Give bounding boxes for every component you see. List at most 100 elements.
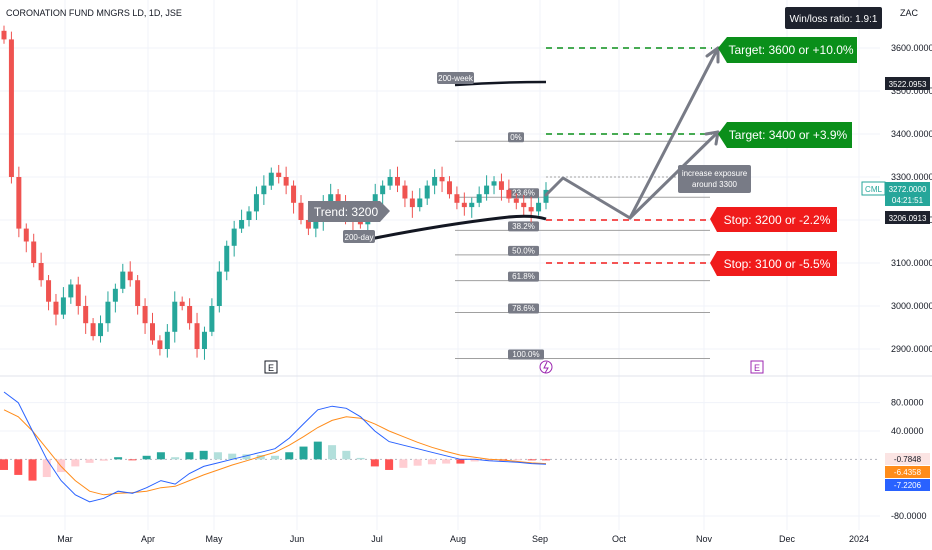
time-tick-label: Sep [532, 534, 548, 544]
time-tick-label: Oct [612, 534, 627, 544]
macd-histogram-bar [185, 452, 194, 460]
price-tick-label: 3400.0000 [891, 129, 932, 139]
time-tick-label: Aug [450, 534, 466, 544]
fib-label-box [508, 221, 539, 232]
candle-body [83, 306, 89, 324]
macd-histogram-bar [99, 459, 108, 461]
time-tick-label: May [205, 534, 223, 544]
macd-histogram-bar [142, 455, 151, 460]
ma-200-week-label-box [437, 72, 474, 84]
candle-body [231, 228, 237, 246]
dividend-icon[interactable] [539, 360, 553, 374]
fibonacci-retracement[interactable]: 0% 23.6% 38.2% 50.0% 61.8% 78.6% 100.0% [455, 132, 710, 360]
macd-line-value: -7.2206 [894, 481, 922, 490]
fib-level-label: 78.6% [512, 304, 535, 313]
macd-tick-label: 80.0000 [891, 398, 924, 408]
candle-body [53, 301, 59, 315]
stop-1-box[interactable] [710, 207, 837, 232]
macd-hist-value: -0.7848 [894, 455, 922, 464]
countdown-value: 04:21:51 [892, 196, 924, 205]
candle-body [194, 323, 200, 349]
ma-200-week-badge-value: 3522.0953 [889, 80, 927, 89]
macd-histogram-bar [442, 459, 451, 464]
candle-body [253, 194, 259, 212]
candle-body [142, 306, 148, 324]
trend-label: Trend: 3200 [314, 205, 379, 219]
macd-histogram-bar [114, 457, 123, 460]
macd-histogram-bar [399, 459, 408, 468]
price-tick-label: 3600.0000 [891, 43, 932, 53]
fib-level-label: 61.8% [512, 272, 535, 281]
symbol-badge-label: CML [865, 185, 882, 194]
price-tick-label: 3500.0000 [891, 86, 932, 96]
target-2-label: Target: 3400 or +3.9% [729, 128, 848, 142]
earnings-marker-may[interactable] [264, 360, 278, 374]
ma-200-day-line[interactable] [364, 214, 547, 242]
macd-panel [0, 391, 880, 517]
ma-200-day-label: 200-day [345, 233, 374, 242]
macd-histogram-bar [370, 459, 379, 467]
macd-histogram-bar [128, 459, 137, 461]
target-2-box[interactable] [718, 122, 852, 148]
candle-body [424, 185, 430, 199]
candle-body [446, 181, 452, 195]
time-tick-label: Mar [57, 534, 73, 544]
candle-body [98, 323, 104, 337]
candle-body [417, 198, 423, 208]
earnings-marker-label: E [268, 363, 274, 373]
win-loss-box[interactable] [785, 7, 882, 29]
time-tick-label: Dec [779, 534, 796, 544]
candle-body [528, 207, 534, 212]
candle-body [469, 202, 475, 208]
trend-box[interactable] [308, 201, 390, 222]
macd-histogram-bar [14, 459, 23, 475]
ma-200-week-badge [885, 77, 930, 90]
time-tick-label: Jul [371, 534, 383, 544]
candle-body [246, 211, 252, 220]
earnings-marker-oct[interactable] [750, 360, 764, 374]
candle-body [135, 280, 141, 306]
candle-body [172, 301, 178, 332]
candle-body [187, 306, 193, 324]
candle-body [149, 323, 155, 341]
candle-body [439, 177, 445, 182]
candle-body [201, 331, 207, 349]
last-price-value: 3272.0000 [889, 185, 927, 194]
ma-200-week-line[interactable] [454, 80, 547, 87]
macd-histogram-bar [328, 445, 337, 460]
candle-body [68, 284, 74, 298]
candle-body [112, 288, 118, 302]
macd-histogram-bar [542, 459, 550, 461]
fib-level-label: 23.6% [512, 189, 535, 198]
candle-body [209, 306, 215, 332]
stop-2-label: Stop: 3100 or -5.5% [724, 257, 831, 271]
macd-histogram-bar [413, 459, 422, 466]
macd-histogram-bar [356, 457, 365, 460]
ma-200-day-badge [885, 211, 930, 224]
target-1-box[interactable] [718, 37, 857, 63]
macd-axis[interactable]: 80.0000 40.0000 -80.0000 [891, 398, 927, 521]
macd-histogram-bar [299, 446, 308, 460]
candle-body [513, 198, 519, 203]
price-tick-label: 2900.0000 [891, 344, 932, 354]
candle-body [506, 189, 512, 199]
grid [0, 0, 880, 530]
candle-body [179, 301, 185, 306]
macd-histogram-bar [28, 459, 37, 481]
candle-body [328, 194, 334, 203]
target-stop-levels [546, 47, 712, 264]
earnings-marker-oct-label: E [754, 363, 760, 373]
macd-histogram-bar [313, 441, 322, 460]
fib-label-box [508, 188, 539, 199]
candle-body [157, 340, 163, 349]
candle-body [276, 172, 282, 177]
macd-line[interactable] [3, 391, 547, 503]
stop-2-box[interactable] [710, 251, 837, 276]
fib-level-label: 0% [510, 133, 522, 142]
note-line-2: around 3300 [692, 180, 737, 189]
time-axis[interactable]: Mar Apr May Jun Jul Aug Sep Oct Nov Dec 2024 [57, 534, 869, 544]
macd-histogram-bar [256, 455, 265, 460]
price-tick-label: 3100.0000 [891, 258, 932, 268]
note-box[interactable] [678, 165, 751, 193]
macd-signal-line[interactable] [3, 409, 547, 496]
